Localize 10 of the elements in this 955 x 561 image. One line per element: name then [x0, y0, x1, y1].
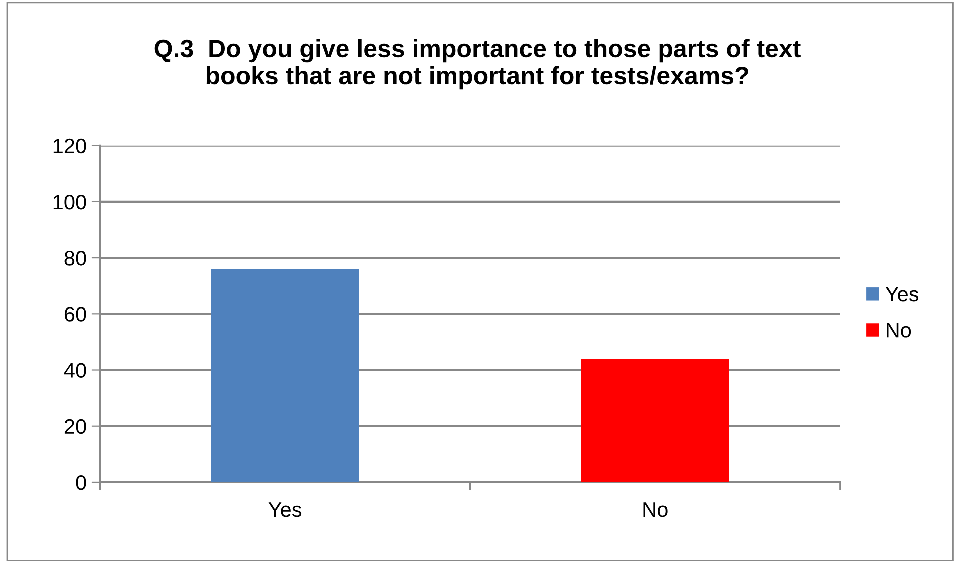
y-tick-label: 120	[54, 138, 86, 154]
legend-label: No	[887, 323, 912, 338]
legend-label: Yes	[886, 287, 919, 302]
y-tick-label: 80	[64, 251, 86, 266]
y-tick-label: 60	[64, 307, 86, 322]
y-tick-label: 40	[64, 363, 86, 378]
chart-title: Q.3 Do you give less importance to those parts of text books that are not important for tests/exams?	[154, 39, 801, 90]
y-tick-label: 0	[76, 475, 86, 490]
y-tick-label: 20	[64, 419, 86, 434]
y-tick-label: 100	[54, 194, 86, 210]
